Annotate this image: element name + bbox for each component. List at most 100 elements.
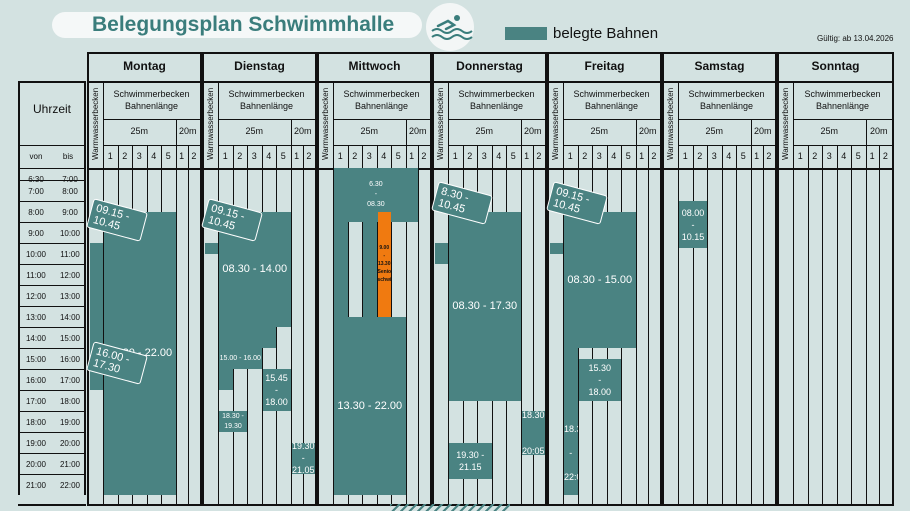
time-row: 15:00 16:00 bbox=[18, 348, 86, 369]
pool-sublabel: Bahnenlänge bbox=[584, 101, 639, 111]
day-title: Freitag bbox=[584, 59, 625, 73]
lane-number: 3 bbox=[366, 151, 372, 161]
label-line: 21.15 bbox=[458, 461, 482, 472]
time-from: 12:00 bbox=[25, 291, 47, 301]
lane-number: 1 bbox=[409, 151, 415, 161]
warm-pool-divider bbox=[333, 81, 334, 504]
booked-block-label: 18.30 - 19.30 bbox=[219, 412, 247, 432]
label-line: - bbox=[374, 191, 378, 198]
length-20m-label: 20m bbox=[408, 126, 427, 136]
time-to: 13:00 bbox=[59, 291, 81, 301]
time-to: 18:00 bbox=[59, 396, 81, 406]
lane-number: 2 bbox=[766, 151, 772, 161]
label-line bbox=[564, 435, 578, 447]
label-line: 13.30 - 22.00 bbox=[337, 399, 403, 412]
lane-header-bottom bbox=[662, 168, 777, 170]
day-header-divider bbox=[547, 81, 662, 83]
label-line bbox=[522, 433, 546, 445]
lane-number: 2 bbox=[651, 151, 657, 161]
length-row-divider bbox=[103, 119, 200, 120]
time-to: 19:00 bbox=[59, 417, 81, 427]
time-to: 21:00 bbox=[59, 459, 81, 469]
lane-divider bbox=[532, 145, 534, 504]
label-line: 08.30 - 15.00 bbox=[567, 273, 633, 286]
lane-divider bbox=[175, 145, 177, 504]
label-line: 15.45 bbox=[265, 373, 288, 383]
booked-block-label: 6.30 - 08.30 bbox=[334, 180, 418, 210]
lane-divider bbox=[822, 145, 823, 504]
lane-divider bbox=[302, 145, 304, 504]
label-line: 18.30 - bbox=[222, 412, 244, 420]
pool-label: Schwimmerbecken bbox=[113, 89, 190, 99]
booked-block: 15.45 - 18.00 bbox=[262, 369, 291, 411]
time-from: 9:00 bbox=[28, 228, 44, 238]
booked-block-label: 19.30 -21.15 bbox=[449, 449, 492, 473]
lane-divider bbox=[865, 145, 867, 504]
lane-number: 5 bbox=[625, 151, 631, 161]
day-column-sonntag bbox=[777, 52, 894, 506]
lane-number: 1 bbox=[179, 151, 185, 161]
time-from: 20:00 bbox=[25, 459, 47, 469]
pool-sublabel: Bahnenlänge bbox=[469, 101, 524, 111]
lane-row-divider bbox=[103, 145, 200, 146]
title-pill bbox=[52, 12, 422, 38]
pool-label: Schwimmerbecken bbox=[228, 89, 305, 99]
time-row: 10:00 11:00 bbox=[18, 243, 86, 264]
label-line: 18.30 bbox=[564, 424, 578, 434]
lane-number: 4 bbox=[496, 151, 502, 161]
label-line: 08.30 - 14.00 bbox=[222, 263, 288, 276]
length-25m-label: 25m bbox=[590, 126, 608, 136]
lane-number: 2 bbox=[421, 151, 427, 161]
day-header-divider bbox=[202, 81, 317, 83]
pool-label: Schwimmerbecken bbox=[688, 89, 765, 99]
length-25m-label: 25m bbox=[820, 126, 838, 136]
pool-sublabel: Bahnenlänge bbox=[239, 101, 294, 111]
length-20m-label: 20m bbox=[753, 126, 772, 136]
booked-block: 19.30-21.05 bbox=[291, 442, 315, 474]
length-25m-label: 25m bbox=[705, 126, 723, 136]
label-line: schwimmen bbox=[377, 277, 392, 283]
lane-divider bbox=[707, 145, 708, 504]
time-row: 9:00 10:00 bbox=[18, 222, 86, 243]
length-split bbox=[635, 119, 637, 145]
lane-number: 1 bbox=[567, 151, 573, 161]
lane-divider bbox=[762, 145, 764, 504]
pool-label: Schwimmerbecken bbox=[573, 89, 650, 99]
label-line: 08.30 bbox=[367, 201, 385, 208]
day-title: Dienstag bbox=[234, 59, 285, 73]
booked-block: 15.00 - 16.00 bbox=[219, 348, 262, 369]
length-20m-label: 20m bbox=[638, 126, 657, 136]
time-to: 7:00 bbox=[62, 174, 78, 184]
lane-number: 2 bbox=[122, 151, 128, 161]
lane-number: 3 bbox=[711, 151, 717, 161]
warm-pool-divider bbox=[793, 81, 794, 504]
label-line: - bbox=[383, 253, 386, 259]
length-split bbox=[865, 119, 867, 145]
to-label: bis bbox=[62, 152, 74, 161]
senior-swim-block: 9.00 - 13.30 Senioren-schwimmen bbox=[377, 211, 392, 317]
pool-label: Schwimmerbecken bbox=[804, 89, 881, 99]
swimmer-icon bbox=[426, 3, 474, 51]
lane-number: 3 bbox=[826, 151, 832, 161]
time-row: 18:00 19:00 bbox=[18, 411, 86, 432]
lane-number: 3 bbox=[136, 151, 142, 161]
legend-label: belegte Bahnen bbox=[553, 25, 659, 42]
label-line: Senioren- bbox=[377, 269, 392, 275]
pool-sublabel: Bahnenlänge bbox=[815, 101, 870, 111]
label-line: 15.30 bbox=[588, 362, 612, 373]
day-title: Samstag bbox=[694, 59, 745, 73]
time-to: 12:00 bbox=[59, 270, 81, 280]
label-line: 9.00 bbox=[379, 245, 390, 251]
warm-pool-label: Warmwasserbecken bbox=[206, 87, 215, 160]
lane-row-divider bbox=[678, 145, 775, 146]
warm-pool-divider bbox=[448, 81, 449, 504]
lane-number: 5 bbox=[165, 151, 171, 161]
time-from: 15:00 bbox=[25, 354, 47, 364]
label-line: 08.30 - 17.30 bbox=[452, 300, 518, 312]
day-title: Sonntag bbox=[811, 59, 860, 73]
lane-number: 1 bbox=[107, 151, 113, 161]
lane-divider bbox=[750, 145, 752, 504]
time-to: 9:00 bbox=[62, 207, 78, 217]
lane-number: 4 bbox=[726, 151, 732, 161]
pool-label: Schwimmerbecken bbox=[343, 89, 420, 99]
